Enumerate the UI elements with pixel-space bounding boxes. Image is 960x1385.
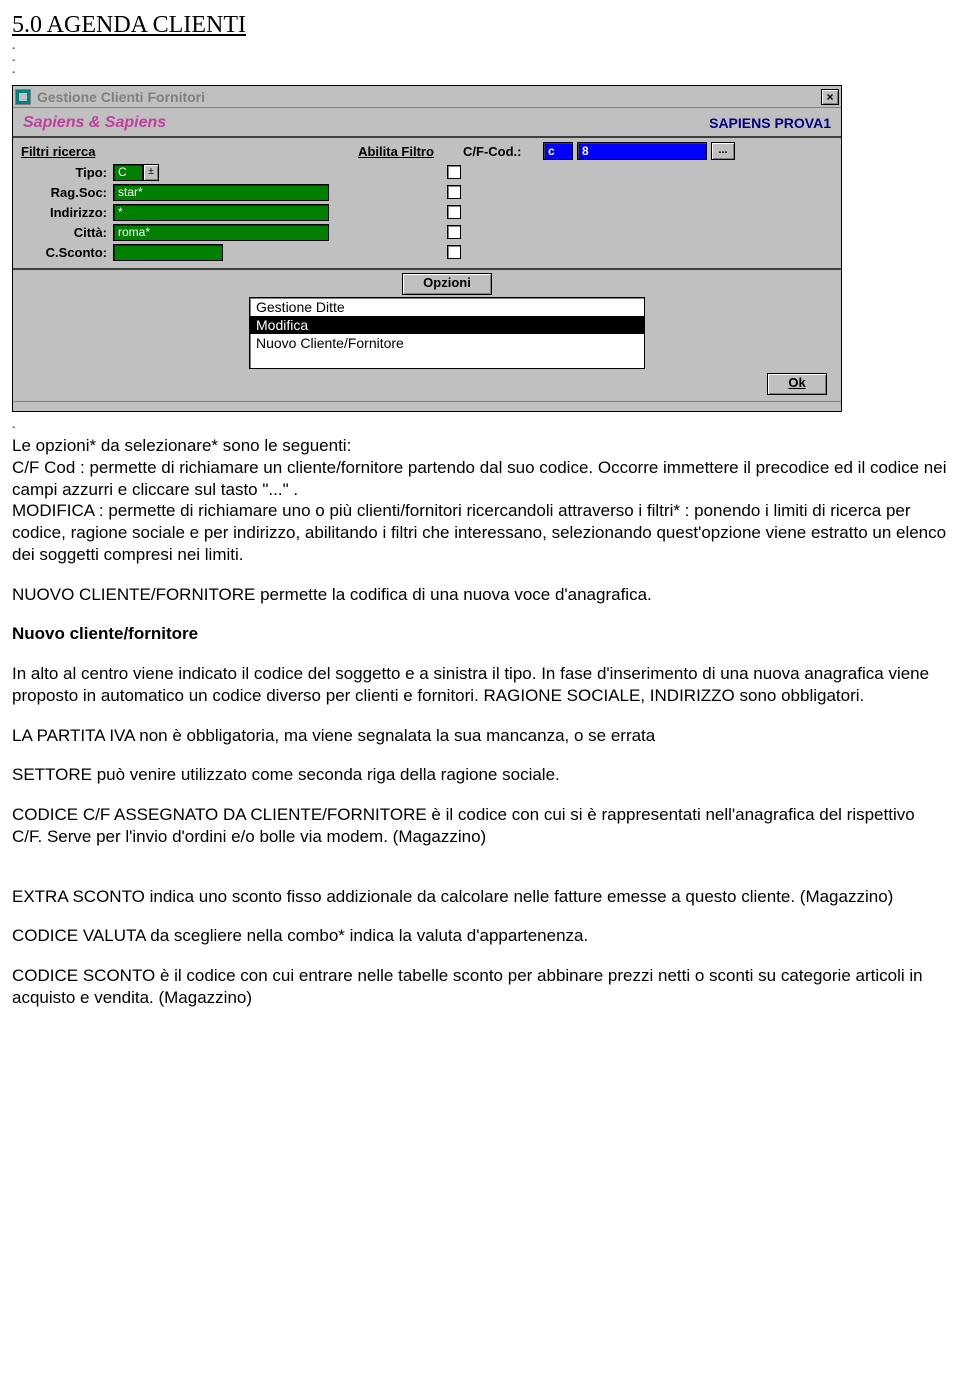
filters-panel: Filtri ricerca Abilita Filtro C/F-Cod.: … [13, 138, 841, 270]
checkbox-indirizzo[interactable] [447, 205, 461, 219]
list-item-nuovo-cf[interactable]: Nuovo Cliente/Fornitore [250, 334, 644, 352]
system-menu-icon[interactable] [15, 89, 31, 105]
row-csconto: C.Sconto: [21, 242, 833, 262]
checkbox-ragsoc[interactable] [447, 185, 461, 199]
brand-right: SAPIENS PROVA1 [709, 115, 831, 131]
cf-code-input[interactable]: 8 [577, 142, 707, 160]
para-codice-cf: CODICE C/F ASSEGNATO DA CLIENTE/FORNITOR… [12, 804, 948, 848]
ok-button[interactable]: Ok [767, 373, 827, 395]
label-csconto: C.Sconto: [21, 245, 113, 260]
label-citta: Città: [21, 225, 113, 240]
label-indirizzo: Indirizzo: [21, 205, 113, 220]
opzioni-button[interactable]: Opzioni [402, 273, 492, 295]
label-cf-cod: C/F-Cod.: [463, 144, 543, 159]
para-settore: SETTORE può venire utilizzato come secon… [12, 764, 948, 786]
row-citta: Città: roma* [21, 222, 833, 242]
options-listbox[interactable]: Gestione Ditte Modifica Nuovo Cliente/Fo… [249, 297, 645, 369]
para-partita-iva: LA PARTITA IVA non è obbligatoria, ma vi… [12, 725, 948, 747]
row-tipo: Tipo: C ± [21, 162, 833, 182]
dropdown-tipo-icon[interactable]: ± [143, 164, 159, 181]
cf-precode-input[interactable]: c [543, 142, 573, 160]
label-ragsoc: Rag.Soc: [21, 185, 113, 200]
filters-header: Filtri ricerca Abilita Filtro C/F-Cod.: … [21, 142, 833, 160]
para-nuovo-cf: NUOVO CLIENTE/FORNITORE permette la codi… [12, 584, 948, 606]
section-heading: 5.0 AGENDA CLIENTI [12, 12, 948, 39]
app-window: Gestione Clienti Fornitori × Sapiens & S… [12, 85, 842, 412]
label-filtri-ricerca: Filtri ricerca [21, 144, 329, 159]
row-ragsoc: Rag.Soc: star* [21, 182, 833, 202]
label-abilita-filtro: Abilita Filtro [329, 144, 463, 159]
input-citta[interactable]: roma* [113, 224, 329, 241]
para-codice-valuta: CODICE VALUTA da scegliere nella combo* … [12, 925, 948, 947]
list-item-modifica[interactable]: Modifica [250, 316, 644, 334]
checkbox-tipo[interactable] [447, 165, 461, 179]
para-codice-soggetto: In alto al centro viene indicato il codi… [12, 663, 948, 707]
label-tipo: Tipo: [21, 165, 113, 180]
para-extra-sconto: EXTRA SCONTO indica uno sconto fisso add… [12, 886, 948, 908]
input-csconto[interactable] [113, 244, 223, 261]
dash-list-top: --- [12, 43, 948, 79]
titlebar: Gestione Clienti Fornitori × [13, 86, 841, 108]
input-indirizzo[interactable]: * [113, 204, 329, 221]
para-codice-sconto: CODICE SCONTO è il codice con cui entrar… [12, 965, 948, 1009]
window-footer [13, 401, 841, 411]
ok-row: Ok [13, 369, 841, 401]
dash-mid: - [12, 422, 948, 433]
brand-left: Sapiens & Sapiens [23, 114, 166, 132]
brand-row: Sapiens & Sapiens SAPIENS PROVA1 [13, 108, 841, 138]
checkbox-csconto[interactable] [447, 245, 461, 259]
lookup-button[interactable]: ... [711, 142, 735, 160]
options-row: Opzioni [13, 270, 841, 295]
input-tipo[interactable]: C [113, 164, 143, 181]
close-button[interactable]: × [821, 89, 839, 105]
input-ragsoc[interactable]: star* [113, 184, 329, 201]
checkbox-citta[interactable] [447, 225, 461, 239]
para-opzioni-intro: Le opzioni* da selezionare* sono le segu… [12, 435, 948, 566]
window-title: Gestione Clienti Fornitori [37, 89, 821, 105]
row-indirizzo: Indirizzo: * [21, 202, 833, 222]
list-item-gestione-ditte[interactable]: Gestione Ditte [250, 298, 644, 316]
heading-nuovo-cliente: Nuovo cliente/fornitore [12, 623, 948, 645]
